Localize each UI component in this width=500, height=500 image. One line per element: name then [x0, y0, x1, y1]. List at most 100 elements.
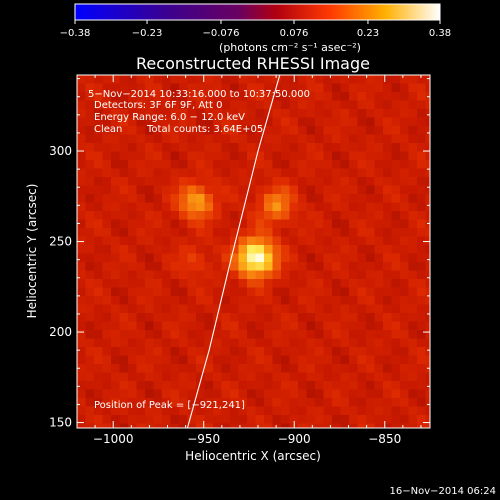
heatmap-cell — [221, 262, 231, 272]
heatmap-cell — [383, 83, 393, 93]
heatmap-cell — [230, 253, 240, 263]
heatmap-cell — [187, 347, 197, 357]
heatmap-cell — [145, 355, 155, 365]
heatmap-cell — [383, 262, 393, 272]
heatmap-cell — [391, 126, 401, 136]
heatmap-cell — [417, 389, 427, 399]
heatmap-cell — [221, 270, 231, 280]
heatmap-cell — [230, 347, 240, 357]
heatmap-cell — [238, 406, 248, 416]
heatmap-cell — [306, 270, 316, 280]
heatmap-cell — [255, 75, 265, 85]
heatmap-cell — [162, 296, 172, 306]
heatmap-cell — [281, 168, 291, 178]
heatmap-cell — [170, 406, 180, 416]
heatmap-cell — [162, 304, 172, 314]
heatmap-cell — [119, 211, 129, 221]
heatmap-cell — [357, 406, 367, 416]
heatmap-cell — [102, 168, 112, 178]
heatmap-cell — [221, 236, 231, 246]
heatmap-cell — [119, 406, 129, 416]
heatmap-cell — [374, 398, 384, 408]
heatmap-cell — [145, 270, 155, 280]
heatmap-cell — [391, 219, 401, 229]
heatmap-cell — [425, 134, 430, 144]
heatmap-cell — [153, 355, 163, 365]
heatmap-cell — [383, 389, 393, 399]
heatmap-cell — [264, 177, 274, 187]
heatmap-cell — [204, 219, 214, 229]
heatmap-cell — [153, 151, 163, 161]
heatmap-cell — [332, 381, 342, 391]
heatmap-cell — [298, 236, 308, 246]
heatmap-cell — [289, 245, 299, 255]
heatmap-cell — [162, 83, 172, 93]
heatmap-cell — [170, 287, 180, 297]
heatmap-cell — [221, 134, 231, 144]
heatmap-cell — [94, 423, 104, 428]
heatmap-cell — [306, 330, 316, 340]
heatmap-cell — [281, 228, 291, 238]
heatmap-cell — [94, 389, 104, 399]
heatmap-cell — [247, 160, 257, 170]
heatmap-cell — [213, 202, 223, 212]
heatmap-cell — [340, 287, 350, 297]
heatmap-cell — [145, 177, 155, 187]
heatmap-cell — [425, 117, 430, 127]
heatmap-cell — [247, 330, 257, 340]
heatmap-cell — [85, 321, 95, 331]
heatmap-cell — [85, 423, 95, 428]
heatmap-cell — [119, 279, 129, 289]
heatmap-cell — [247, 338, 257, 348]
heatmap-cell — [247, 185, 257, 195]
heatmap-cell — [332, 415, 342, 425]
heatmap-cell — [170, 296, 180, 306]
heatmap-cell — [170, 109, 180, 119]
heatmap-cell — [145, 364, 155, 374]
heatmap-cell — [94, 279, 104, 289]
heatmap-cell — [111, 185, 121, 195]
heatmap-cell — [187, 109, 197, 119]
heatmap-cell — [298, 219, 308, 229]
heatmap-cell — [247, 211, 257, 221]
heatmap-cell — [153, 126, 163, 136]
heatmap-cell — [170, 262, 180, 272]
heatmap-cell — [349, 330, 359, 340]
heatmap-cell — [323, 364, 333, 374]
heatmap-cell — [136, 117, 146, 127]
heatmap-cell — [289, 330, 299, 340]
heatmap-cell — [264, 194, 274, 204]
heatmap-cell — [187, 126, 197, 136]
heatmap-cell — [119, 415, 129, 425]
heatmap-cell — [111, 372, 121, 382]
heatmap-cell — [374, 279, 384, 289]
heatmap-cell — [323, 406, 333, 416]
heatmap-cell — [357, 177, 367, 187]
solar-limb-curve — [186, 75, 281, 428]
heatmap-cell — [136, 177, 146, 187]
heatmap-cell — [272, 211, 282, 221]
heatmap-cell — [255, 228, 265, 238]
heatmap-cell — [128, 423, 138, 428]
heatmap-cell — [111, 168, 121, 178]
heatmap-cell — [349, 236, 359, 246]
heatmap-cell — [204, 304, 214, 314]
heatmap-cell — [349, 75, 359, 85]
heatmap-cell — [102, 100, 112, 110]
heatmap-cell — [391, 100, 401, 110]
heatmap-cell — [187, 372, 197, 382]
heatmap-cell — [128, 347, 138, 357]
heatmap-cell — [247, 109, 257, 119]
heatmap-cell — [332, 126, 342, 136]
heatmap-cell — [102, 228, 112, 238]
heatmap-cell — [289, 143, 299, 153]
heatmap-cell — [264, 304, 274, 314]
heatmap-cell — [221, 355, 231, 365]
heatmap-cell — [85, 151, 95, 161]
heatmap-cell — [289, 100, 299, 110]
heatmap-cell — [349, 398, 359, 408]
heatmap-cell — [204, 279, 214, 289]
heatmap-cell — [204, 415, 214, 425]
heatmap-cell — [281, 236, 291, 246]
heatmap-cell — [408, 211, 418, 221]
